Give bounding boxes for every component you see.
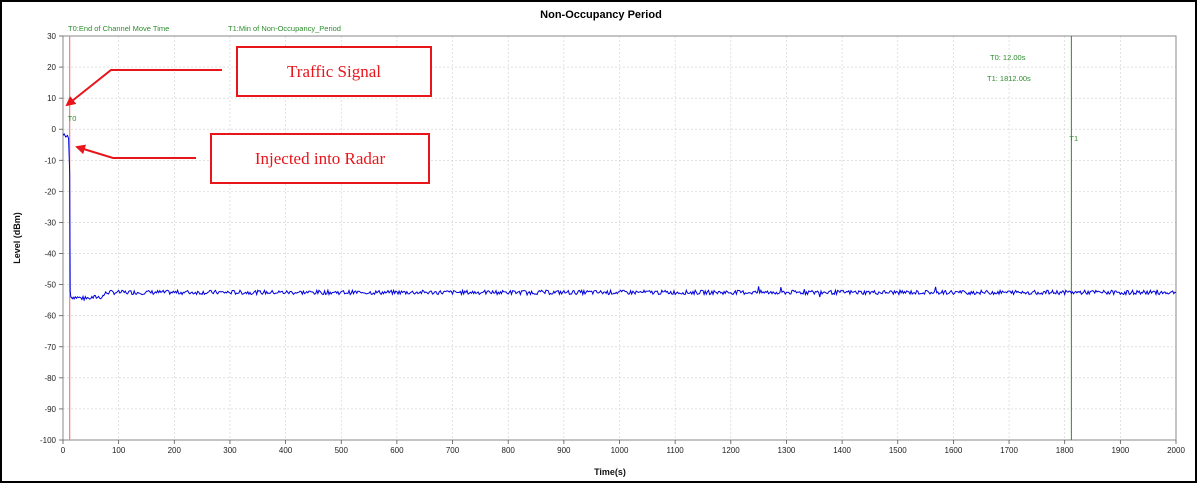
x-tick-label: 1000: [611, 446, 629, 455]
x-tick-label: 500: [335, 446, 349, 455]
legend-t0: T0:End of Channel Move Time: [68, 24, 169, 33]
tick-layer: 0 100 200 300 400 500 600 700 800 900 1000 1100 1200…: [40, 32, 1185, 455]
series-line: [62, 132, 1177, 302]
x-tick-label: 1700: [1000, 446, 1018, 455]
x-tick-label: 100: [112, 446, 126, 455]
y-tick-label: 10: [47, 94, 56, 103]
marker-label-t0: T0: [68, 114, 77, 123]
y-tick-label: -100: [40, 436, 57, 445]
chart-title: Non-Occupancy Period: [540, 9, 662, 21]
y-tick-label: -90: [44, 405, 56, 414]
x-tick-label: 1500: [889, 446, 907, 455]
y-tick-label: 0: [52, 125, 57, 134]
y-tick-label: -60: [44, 312, 56, 321]
x-tick-label: 800: [502, 446, 516, 455]
x-tick-label: 1200: [722, 446, 740, 455]
x-tick-label: 2000: [1167, 446, 1185, 455]
x-tick-label: 700: [446, 446, 460, 455]
x-tick-label: 1900: [1111, 446, 1129, 455]
x-tick-label: 1400: [833, 446, 851, 455]
grid-layer: [63, 36, 1176, 440]
x-tick-label: 1300: [778, 446, 796, 455]
y-tick-label: 30: [47, 32, 56, 41]
x-tick-label: 0: [61, 446, 66, 455]
marker-label-t1: T1: [1069, 134, 1078, 143]
t1-readout: T1: 1812.00s: [987, 74, 1031, 83]
t0-readout: T0: 12.00s: [990, 53, 1026, 62]
y-tick-label: -40: [44, 250, 56, 259]
y-axis-title: Level (dBm): [12, 212, 22, 264]
x-tick-label: 200: [168, 446, 182, 455]
legend-t1: T1:Min of Non-Occupancy_Period: [228, 24, 341, 33]
marker-layer: T0 T1: [68, 36, 1078, 440]
y-tick-label: -30: [44, 218, 56, 227]
traffic-signal-callout: Traffic Signal: [236, 46, 432, 97]
x-tick-label: 1800: [1056, 446, 1074, 455]
x-tick-label: 400: [279, 446, 293, 455]
x-axis-title: Time(s): [594, 467, 626, 477]
y-tick-label: -50: [44, 281, 56, 290]
y-tick-label: -70: [44, 343, 56, 352]
traffic-signal-arrow: [65, 69, 222, 107]
injected-radar-arrow: [75, 144, 196, 159]
x-tick-label: 300: [223, 446, 237, 455]
x-tick-label: 1100: [667, 446, 685, 455]
y-tick-label: -20: [44, 187, 56, 196]
x-tick-label: 900: [557, 446, 571, 455]
y-tick-label: 20: [47, 63, 56, 72]
y-tick-label: -10: [44, 156, 56, 165]
series-layer: [62, 132, 1177, 302]
x-tick-label: 600: [390, 446, 404, 455]
injected-radar-callout: Injected into Radar: [210, 133, 430, 184]
y-tick-label: -80: [44, 374, 56, 383]
x-tick-label: 1600: [945, 446, 963, 455]
